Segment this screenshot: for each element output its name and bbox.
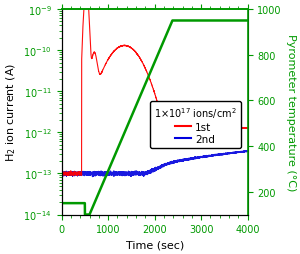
Y-axis label: Pyrometer temperature (°C): Pyrometer temperature (°C) [286,34,296,191]
Y-axis label: H$_2$ ion current (A): H$_2$ ion current (A) [4,63,18,162]
Legend: 1st, 2nd: 1st, 2nd [150,101,241,148]
X-axis label: Time (sec): Time (sec) [125,240,184,250]
